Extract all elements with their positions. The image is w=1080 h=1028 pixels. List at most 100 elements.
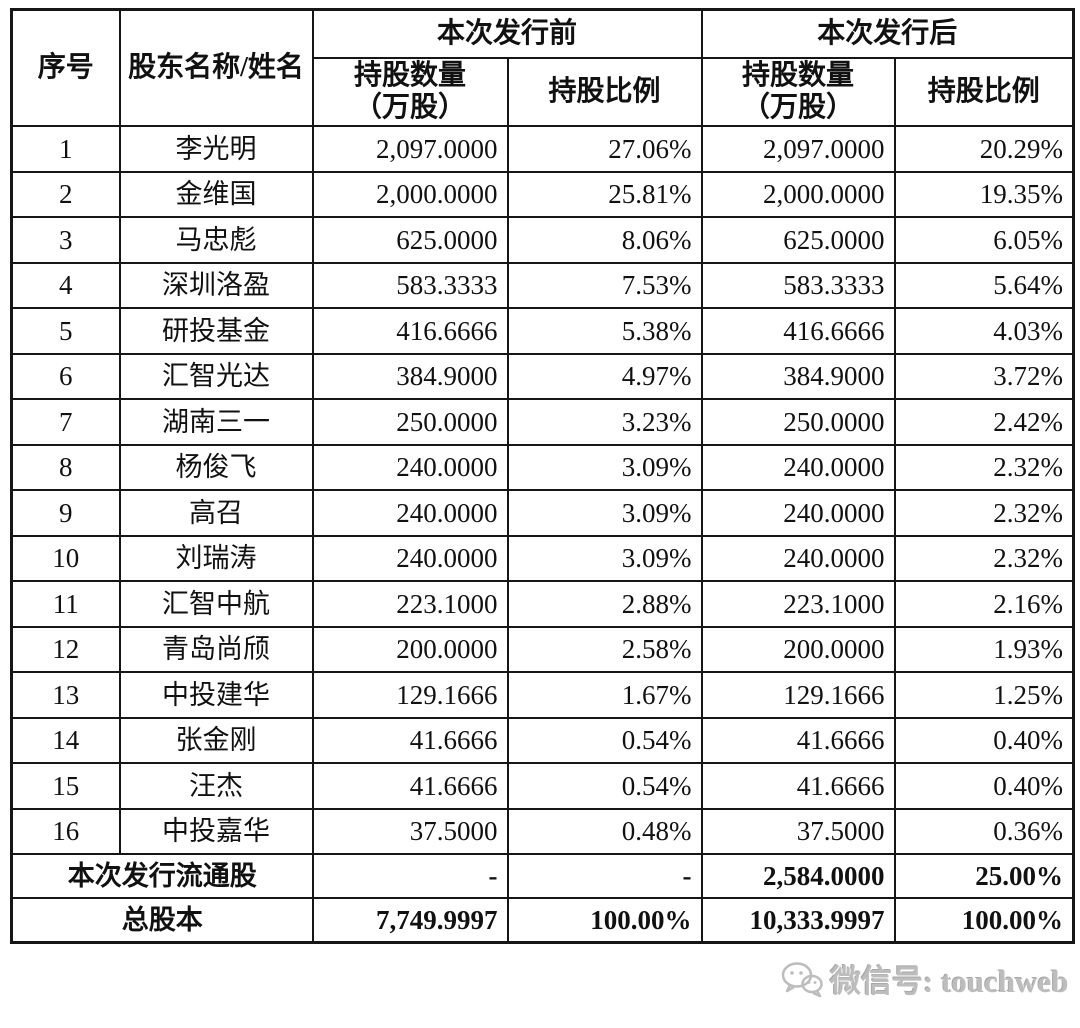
cell-qty-after: 250.0000 [700, 398, 896, 446]
cell-ratio-before: 27.06% [506, 125, 703, 173]
cell-qty-before: 7,749.9997 [311, 897, 509, 944]
cell-ratio-after: 0.40% [893, 716, 1075, 765]
table-row: 10 刘瑞涛 240.0000 3.09% 240.0000 2.32% [10, 534, 1075, 583]
header-no: 序号 [10, 8, 121, 128]
cell-qty-before: 41.6666 [311, 716, 509, 765]
cell-qty-after: 2,000.0000 [700, 170, 896, 219]
header-after-issuance: 本次发行后 [700, 8, 1075, 59]
cell-qty-before: - [311, 853, 509, 900]
cell-qty-after: 129.1666 [700, 671, 896, 719]
cell-ratio-before: 2.88% [506, 580, 703, 628]
cell-qty-after: 240.0000 [700, 534, 896, 583]
cell-qty-before: 2,000.0000 [311, 170, 509, 219]
header-group-row: 序号 股东名称/姓名 本次发行前 本次发行后 [10, 8, 1075, 128]
cell-ratio-after: 2.32% [893, 443, 1075, 492]
cell-ratio-after: 0.36% [893, 807, 1075, 856]
cell-shareholder: 杨俊飞 [118, 443, 314, 492]
cell-qty-before: 41.6666 [311, 762, 509, 810]
cell-qty-after: 416.6666 [700, 307, 896, 355]
cell-shareholder: 李光明 [118, 125, 314, 173]
cell-qty-after: 240.0000 [700, 489, 896, 537]
cell-ratio-before: 8.06% [506, 216, 703, 264]
cell-no: 4 [10, 261, 121, 310]
cell-qty-after: 37.5000 [700, 807, 896, 856]
cell-qty-after: 583.3333 [700, 261, 896, 310]
cell-no: 5 [10, 307, 121, 355]
cell-ratio-before: 0.54% [506, 762, 703, 810]
cell-shareholder: 马忠彪 [118, 216, 314, 264]
table-row: 11 汇智中航 223.1000 2.88% 223.1000 2.16% [10, 580, 1075, 628]
cell-no: 7 [10, 398, 121, 446]
cell-qty-after: 10,333.9997 [700, 897, 896, 944]
watermark: 微信号: touchweb [780, 956, 1069, 1001]
cell-qty-after: 240.0000 [700, 443, 896, 492]
table-row: 7 湖南三一 250.0000 3.23% 250.0000 2.42% [10, 398, 1075, 446]
cell-ratio-after: 5.64% [893, 261, 1075, 310]
cell-no: 8 [10, 443, 121, 492]
cell-ratio-after: 2.32% [893, 489, 1075, 537]
table-header: 序号 股东名称/姓名 本次发行前 本次发行后 持股数量 （万股） 持股比例 持股… [10, 8, 1075, 128]
cell-no: 14 [10, 716, 121, 765]
header-ratio-before: 持股比例 [506, 56, 703, 128]
cell-ratio-before: 2.58% [506, 625, 703, 674]
cell-ratio-after: 25.00% [893, 853, 1075, 900]
cell-ratio-after: 20.29% [893, 125, 1075, 173]
summary-row: 总股本 7,749.9997 100.00% 10,333.9997 100.0… [10, 897, 1075, 944]
table-row: 12 青岛尚颀 200.0000 2.58% 200.0000 1.93% [10, 625, 1075, 674]
cell-qty-after: 384.9000 [700, 352, 896, 401]
cell-qty-before: 223.1000 [311, 580, 509, 628]
cell-ratio-before: 0.54% [506, 716, 703, 765]
cell-shareholder: 汇智中航 [118, 580, 314, 628]
cell-qty-after: 2,097.0000 [700, 125, 896, 173]
cell-shareholder: 青岛尚颀 [118, 625, 314, 674]
table-row: 16 中投嘉华 37.5000 0.48% 37.5000 0.36% [10, 807, 1075, 856]
cell-ratio-before: 3.09% [506, 443, 703, 492]
cell-ratio-after: 2.16% [893, 580, 1075, 628]
cell-qty-after: 41.6666 [700, 762, 896, 810]
cell-no: 6 [10, 352, 121, 401]
cell-no: 3 [10, 216, 121, 264]
header-sub-row: 持股数量 （万股） 持股比例 持股数量 （万股） 持股比例 [12, 56, 1075, 128]
cell-qty-before: 250.0000 [311, 398, 509, 446]
cell-qty-after: 223.1000 [700, 580, 896, 628]
table-row: 4 深圳洛盈 583.3333 7.53% 583.3333 5.64% [10, 261, 1075, 310]
cell-no: 13 [10, 671, 121, 719]
cell-ratio-after: 2.32% [893, 534, 1075, 583]
cell-shareholder: 金维国 [118, 170, 314, 219]
cell-ratio-after: 0.40% [893, 762, 1075, 810]
cell-qty-before: 2,097.0000 [311, 125, 509, 173]
cell-qty-before: 37.5000 [311, 807, 509, 856]
table-row: 3 马忠彪 625.0000 8.06% 625.0000 6.05% [10, 216, 1075, 264]
cell-shareholder: 张金刚 [118, 716, 314, 765]
cell-shareholder: 中投建华 [118, 671, 314, 719]
cell-ratio-before: 4.97% [506, 352, 703, 401]
table-row: 1 李光明 2,097.0000 27.06% 2,097.0000 20.29… [10, 125, 1075, 173]
cell-qty-before: 384.9000 [311, 352, 509, 401]
cell-no: 15 [10, 762, 121, 810]
cell-qty-before: 240.0000 [311, 489, 509, 537]
table-row: 15 汪杰 41.6666 0.54% 41.6666 0.40% [10, 762, 1075, 810]
cell-shareholder: 研投基金 [118, 307, 314, 355]
cell-qty-after: 200.0000 [700, 625, 896, 674]
cell-no: 16 [10, 807, 121, 856]
cell-ratio-before: 3.23% [506, 398, 703, 446]
table-row: 2 金维国 2,000.0000 25.81% 2,000.0000 19.35… [10, 170, 1075, 219]
header-ratio-after: 持股比例 [893, 56, 1075, 128]
cell-ratio-before: 100.00% [506, 897, 703, 944]
cell-ratio-before: - [506, 853, 703, 900]
cell-qty-after: 2,584.0000 [700, 853, 896, 900]
table-row: 6 汇智光达 384.9000 4.97% 384.9000 3.72% [10, 352, 1075, 401]
cell-qty-before: 416.6666 [311, 307, 509, 355]
cell-ratio-before: 7.53% [506, 261, 703, 310]
cell-shareholder: 汇智光达 [118, 352, 314, 401]
cell-ratio-before: 1.67% [506, 671, 703, 719]
cell-no: 10 [10, 534, 121, 583]
cell-no: 1 [10, 125, 121, 173]
shareholders-table: 序号 股东名称/姓名 本次发行前 本次发行后 持股数量 （万股） 持股比例 持股… [10, 8, 1076, 944]
header-qty-before: 持股数量 （万股） [311, 56, 509, 128]
cell-ratio-after: 3.72% [893, 352, 1075, 401]
cell-qty-before: 240.0000 [311, 443, 509, 492]
table-summary: 本次发行流通股 - - 2,584.0000 25.00% 总股本 7,749.… [10, 853, 1075, 944]
cell-qty-before: 625.0000 [311, 216, 509, 264]
cell-ratio-after: 1.25% [893, 671, 1075, 719]
